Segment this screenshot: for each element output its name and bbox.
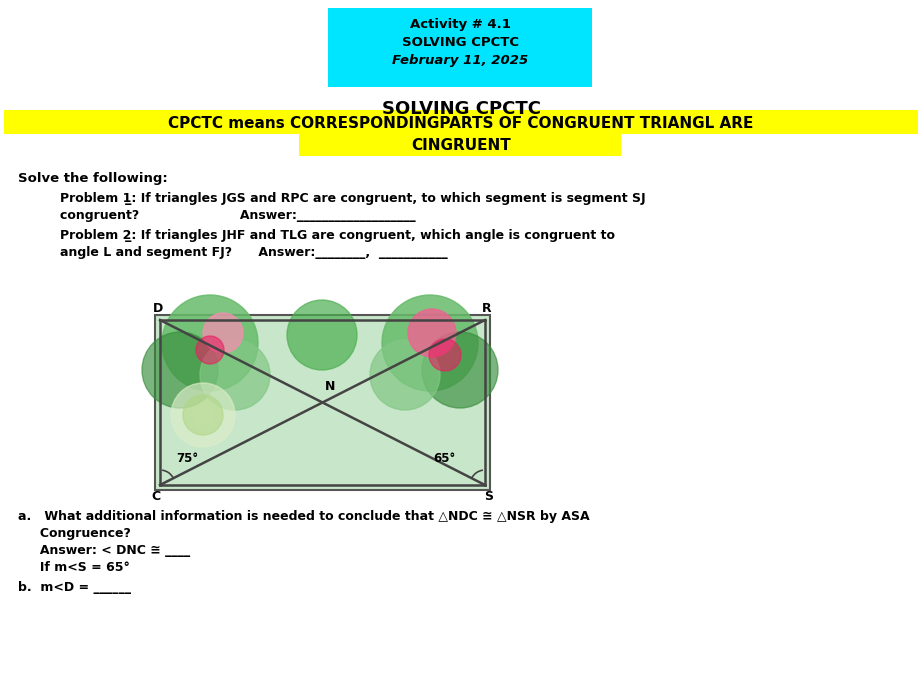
Text: S: S <box>484 490 493 503</box>
Text: 75°: 75° <box>176 452 198 465</box>
Text: Solve the following:: Solve the following: <box>18 172 168 185</box>
Text: R: R <box>482 302 491 315</box>
Text: congruent?                       Answer:___________________: congruent? Answer:___________________ <box>60 209 416 222</box>
Circle shape <box>287 300 357 370</box>
Circle shape <box>203 313 243 353</box>
Circle shape <box>382 295 478 391</box>
FancyBboxPatch shape <box>328 8 592 87</box>
Text: D: D <box>153 302 163 315</box>
Circle shape <box>193 405 213 425</box>
Text: CPCTC means CORRESPONDINGPARTS OF CONGRUENT TRIANGL ARE: CPCTC means CORRESPONDINGPARTS OF CONGRU… <box>169 116 753 131</box>
Circle shape <box>408 309 456 357</box>
Text: February 11, 2025: February 11, 2025 <box>392 54 528 67</box>
Text: 65°: 65° <box>433 452 455 465</box>
Circle shape <box>171 383 235 447</box>
Text: CINGRUENT: CINGRUENT <box>411 138 511 153</box>
Circle shape <box>370 340 440 410</box>
Text: N: N <box>325 380 336 392</box>
Text: Congruence?: Congruence? <box>18 527 131 540</box>
Text: C: C <box>151 490 160 503</box>
Text: a.   What additional information is needed to conclude that △NDC ≅ △NSR by ASA: a. What additional information is needed… <box>18 510 590 523</box>
Circle shape <box>422 332 498 408</box>
Text: Problem 2̲: If triangles JHF and TLG are congruent, which angle is congruent to: Problem 2̲: If triangles JHF and TLG are… <box>60 229 615 242</box>
Text: Answer: < DNC ≅ ____: Answer: < DNC ≅ ____ <box>18 544 190 557</box>
Circle shape <box>429 339 461 371</box>
FancyBboxPatch shape <box>299 132 621 156</box>
Text: b.  m<D = ______: b. m<D = ______ <box>18 581 131 594</box>
Text: SOLVING CPCTC: SOLVING CPCTC <box>382 100 540 118</box>
Circle shape <box>183 395 223 435</box>
Text: Activity # 4.1: Activity # 4.1 <box>409 18 511 31</box>
FancyBboxPatch shape <box>4 110 918 134</box>
Circle shape <box>142 332 218 408</box>
Text: Problem 1̲: If triangles JGS and RPC are congruent, to which segment is segment : Problem 1̲: If triangles JGS and RPC are… <box>60 192 645 205</box>
Circle shape <box>200 340 270 410</box>
Circle shape <box>162 295 258 391</box>
Text: If m<S = 65°: If m<S = 65° <box>18 561 130 574</box>
Bar <box>155 315 490 490</box>
Text: angle L and segment FJ?      Answer:________,  ___________: angle L and segment FJ? Answer:________,… <box>60 246 447 259</box>
Text: SOLVING CPCTC: SOLVING CPCTC <box>401 36 518 49</box>
Circle shape <box>196 336 224 364</box>
